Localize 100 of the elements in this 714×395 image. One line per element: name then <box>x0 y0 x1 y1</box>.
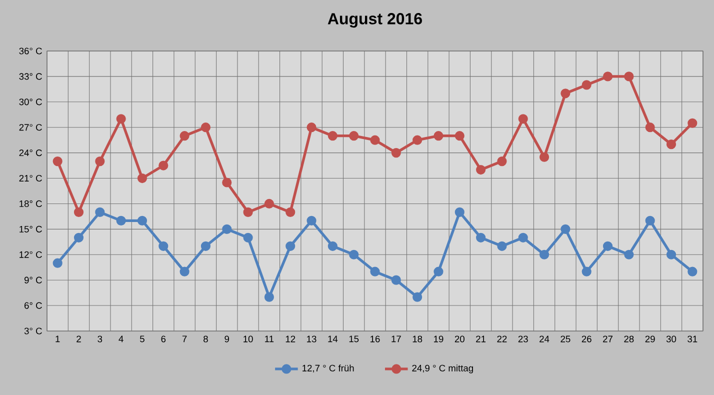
x-tick-label: 6 <box>161 336 166 342</box>
point <box>476 164 486 175</box>
point <box>95 207 105 218</box>
y-tick-label: 21° C <box>19 174 42 182</box>
point <box>116 216 126 226</box>
point <box>286 241 296 251</box>
point <box>688 118 698 128</box>
y-tick-label: 9° C <box>24 276 42 284</box>
x-tick-label: 20 <box>454 336 464 342</box>
x-tick-label: 21 <box>476 336 486 342</box>
point <box>391 275 401 285</box>
x-tick-label: 12 <box>286 336 296 342</box>
point <box>666 140 676 150</box>
point <box>180 266 190 276</box>
x-tick-label: 7 <box>182 336 187 342</box>
point <box>180 131 190 141</box>
x-tick-label: 28 <box>624 336 634 342</box>
y-tick-label: 36° C <box>19 48 42 54</box>
point <box>434 131 444 141</box>
point <box>116 114 126 124</box>
point <box>74 232 84 242</box>
x-tick-label: 8 <box>204 336 208 342</box>
point <box>412 135 422 145</box>
point <box>602 72 613 82</box>
x-tick-label: 15 <box>349 336 359 342</box>
point <box>560 224 570 234</box>
y-tick-label: 30° C <box>19 98 42 106</box>
y-tick-label: 15° C <box>20 226 42 232</box>
point <box>454 131 464 141</box>
x-tick-label: 4 <box>118 336 124 342</box>
x-tick-label: 26 <box>582 336 592 342</box>
point <box>391 148 401 158</box>
point <box>243 207 253 218</box>
point <box>666 250 676 260</box>
y-tick-label: 24° C <box>19 150 42 156</box>
point <box>306 122 316 132</box>
point <box>518 232 528 242</box>
point <box>306 216 316 226</box>
point <box>454 207 464 218</box>
point <box>476 232 486 242</box>
point <box>645 216 655 226</box>
point <box>137 173 148 184</box>
point <box>582 266 592 276</box>
x-tick-label: 24 <box>540 336 550 342</box>
point <box>497 156 507 166</box>
point <box>582 80 592 90</box>
y-tick-label: 27° C <box>19 124 42 131</box>
point <box>645 122 655 132</box>
y-tick-label: 18° C <box>20 200 42 208</box>
x-tick-label: 25 <box>560 336 570 342</box>
point <box>158 160 168 170</box>
point <box>412 292 422 302</box>
y-tick-label: 3° C <box>24 328 42 334</box>
x-tick-label: 29 <box>645 336 655 342</box>
x-tick-label: 13 <box>307 336 316 342</box>
point <box>243 232 253 242</box>
point <box>688 266 698 276</box>
point <box>200 241 211 251</box>
point <box>539 152 550 162</box>
x-tick-label: 23 <box>518 336 528 342</box>
legend-label: 12,7 ° C früh <box>302 364 354 373</box>
point <box>222 178 232 188</box>
point <box>370 266 380 276</box>
point <box>95 156 105 166</box>
point <box>286 207 296 218</box>
x-tick-label: 1 <box>56 336 60 342</box>
x-tick-label: 27 <box>603 336 612 342</box>
point <box>222 224 232 234</box>
point <box>328 241 338 251</box>
chart-title: August 2016 <box>328 13 422 28</box>
x-tick-label: 16 <box>370 336 380 342</box>
point <box>74 207 84 218</box>
point <box>328 131 338 141</box>
y-tick-label: 12° C <box>20 251 42 258</box>
point <box>158 241 168 251</box>
x-tick-label: 5 <box>140 336 144 342</box>
point <box>349 131 359 141</box>
x-tick-label: 19 <box>434 336 444 342</box>
point <box>518 114 528 124</box>
point <box>560 88 570 98</box>
point <box>52 156 62 166</box>
legend-label: 24,9 ° C mittag <box>412 364 473 374</box>
x-tick-label: 9 <box>224 336 230 342</box>
point <box>434 266 444 276</box>
x-tick-label: 10 <box>244 336 253 342</box>
point <box>52 258 62 268</box>
x-tick-label: 30 <box>666 336 676 342</box>
x-tick-label: 18 <box>412 336 422 342</box>
point <box>497 241 507 251</box>
point <box>602 241 613 251</box>
x-tick-label: 2 <box>76 336 81 342</box>
point <box>370 135 380 145</box>
point <box>200 122 211 132</box>
x-tick-label: 14 <box>328 336 338 342</box>
point <box>539 250 550 260</box>
point <box>264 198 274 209</box>
x-tick-label: 17 <box>392 336 401 342</box>
y-tick-label: 33° C <box>19 73 42 80</box>
point <box>264 292 274 302</box>
x-tick-label: 11 <box>265 336 274 342</box>
